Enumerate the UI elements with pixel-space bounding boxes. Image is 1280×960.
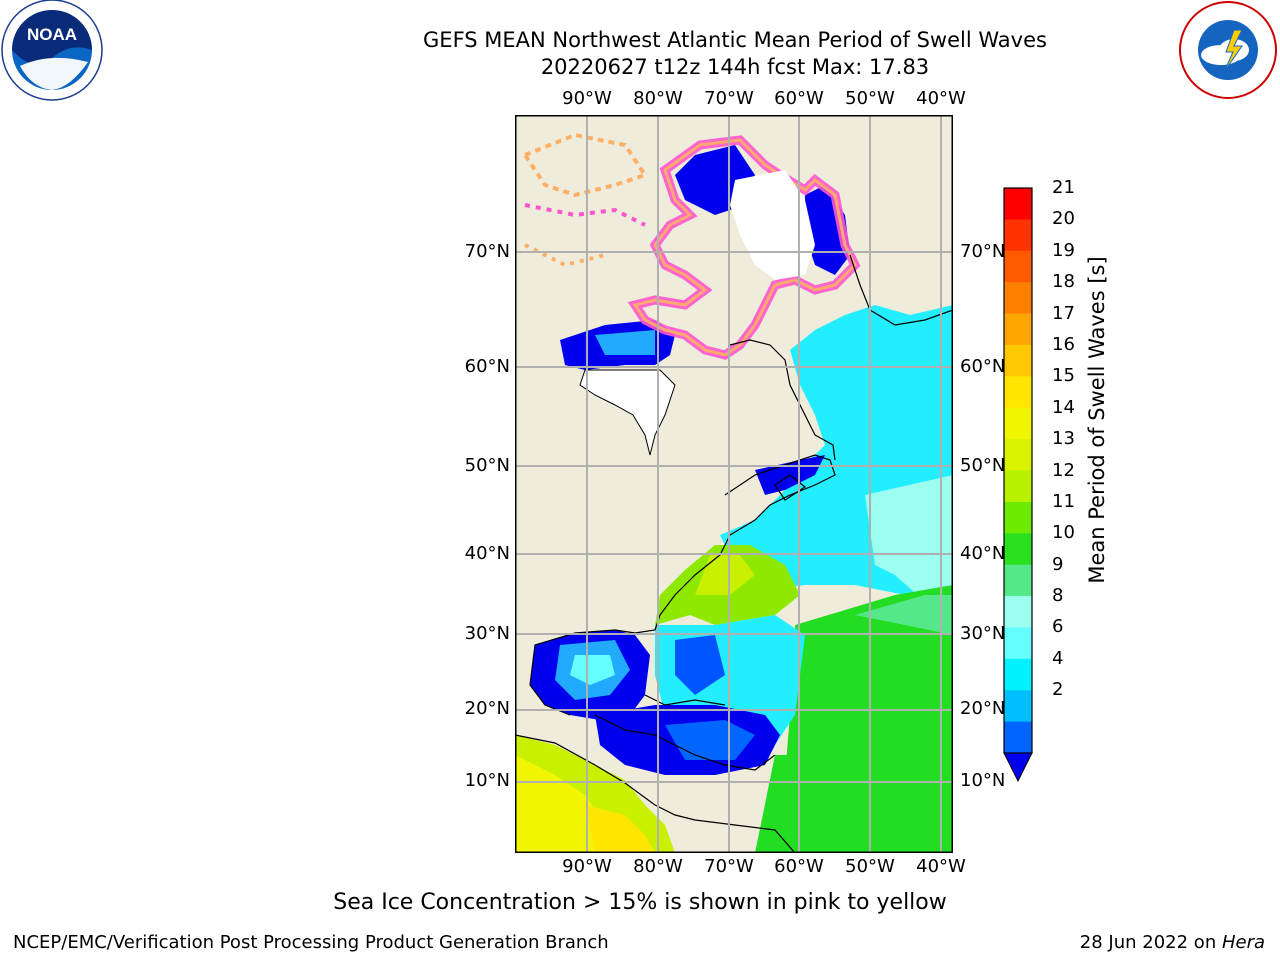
lat-tick-label: 70°N <box>464 241 510 262</box>
lon-tick-label: 50°W <box>845 88 895 109</box>
colorbar-extend-arrow <box>1003 752 1033 783</box>
colorbar-tick-label: 2 <box>1052 679 1064 701</box>
lat-tick-label: 20°N <box>960 698 1006 719</box>
lon-tick-label: 80°W <box>633 88 683 109</box>
lon-tick-label: 70°W <box>704 856 754 877</box>
lat-tick-label: 70°N <box>960 241 1006 262</box>
lat-tick-label: 60°N <box>464 356 510 377</box>
colorbar-tick-label: 8 <box>1052 585 1064 607</box>
colorbar-segment <box>1004 627 1032 660</box>
colorbar-tick-label: 9 <box>1052 553 1064 575</box>
colorbar-tick-label: 6 <box>1052 616 1064 638</box>
noaa-logo-text: NOAA <box>27 25 77 44</box>
colorbar-segment <box>1004 282 1032 315</box>
colorbar-tick-label: 16 <box>1052 333 1075 355</box>
colorbar-segment <box>1004 407 1032 440</box>
lon-tick-label: 80°W <box>633 856 683 877</box>
footer-machine: Hera <box>1221 932 1265 953</box>
colorbar-segment <box>1004 690 1032 723</box>
footer-credit: NCEP/EMC/Verification Post Processing Pr… <box>13 932 609 953</box>
colorbar-segment <box>1004 344 1032 377</box>
colorbar-frame <box>1003 187 1033 754</box>
lon-tick-label: 50°W <box>845 856 895 877</box>
colorbar-tick-label: 15 <box>1052 365 1075 387</box>
colorbar-segment <box>1004 188 1032 220</box>
lat-tick-label: 30°N <box>464 623 510 644</box>
lat-tick-label: 60°N <box>960 356 1006 377</box>
colorbar-tick-label: 13 <box>1052 428 1075 450</box>
colorbar-tick-label: 19 <box>1052 239 1075 261</box>
sea-ice-caption: Sea Ice Concentration > 15% is shown in … <box>333 890 947 915</box>
colorbar-tick-label: 14 <box>1052 396 1075 418</box>
footer-date: 28 Jun 2022 on Hera <box>1080 932 1265 953</box>
lon-tick-label: 60°W <box>774 856 824 877</box>
chart-subtitle: 20220627 t12z 144h fcst Max: 17.83 <box>540 55 930 79</box>
colorbar-segment <box>1004 376 1032 409</box>
map-frame <box>515 115 953 853</box>
colorbar-tick-label: 21 <box>1052 177 1075 198</box>
lat-tick-label: 30°N <box>960 623 1006 644</box>
colorbar-segment <box>1004 439 1032 471</box>
colorbar-segment <box>1004 219 1032 252</box>
colorbar-segment <box>1004 658 1032 691</box>
lat-tick-label: 50°N <box>464 455 510 476</box>
chart-title: GEFS MEAN Northwest Atlantic Mean Period… <box>423 28 1047 52</box>
colorbar-tick-label: 4 <box>1052 647 1064 669</box>
colorbar-segment <box>1004 533 1032 566</box>
colorbar <box>1003 187 1033 783</box>
lon-tick-label: 90°W <box>562 88 612 109</box>
footer-date-text: 28 Jun 2022 on <box>1079 932 1222 953</box>
lat-tick-label: 40°N <box>960 543 1006 564</box>
colorbar-tick-label: 12 <box>1052 459 1075 481</box>
lon-tick-label: 70°W <box>704 88 754 109</box>
lon-tick-label: 60°W <box>774 88 824 109</box>
colorbar-segment <box>1004 721 1032 754</box>
colorbar-title: Mean Period of Swell Waves [s] <box>1085 256 1109 584</box>
lon-tick-label: 90°W <box>562 856 612 877</box>
colorbar-tick-label: 17 <box>1052 302 1075 324</box>
lon-tick-label: 40°W <box>916 88 966 109</box>
lat-tick-label: 50°N <box>960 455 1006 476</box>
lat-tick-label: 10°N <box>464 770 510 791</box>
colorbar-segment <box>1004 501 1032 534</box>
lon-tick-label: 40°W <box>916 856 966 877</box>
colorbar-tick-label: 11 <box>1052 490 1075 512</box>
nws-logo <box>1179 1 1277 99</box>
colorbar-tick-label: 20 <box>1052 208 1075 230</box>
colorbar-segment <box>1004 313 1032 346</box>
noaa-logo: NOAA <box>1 0 103 101</box>
colorbar-segment <box>1004 470 1032 503</box>
colorbar-segment <box>1004 596 1032 628</box>
swell-period-map <box>515 115 953 853</box>
lat-tick-label: 20°N <box>464 698 510 719</box>
colorbar-segment <box>1004 250 1032 283</box>
lat-tick-label: 10°N <box>960 770 1006 791</box>
colorbar-segment <box>1004 564 1032 597</box>
colorbar-tick-label: 10 <box>1052 522 1075 544</box>
colorbar-tick-label: 18 <box>1052 271 1075 293</box>
graticule <box>515 115 953 853</box>
lat-tick-label: 40°N <box>464 543 510 564</box>
